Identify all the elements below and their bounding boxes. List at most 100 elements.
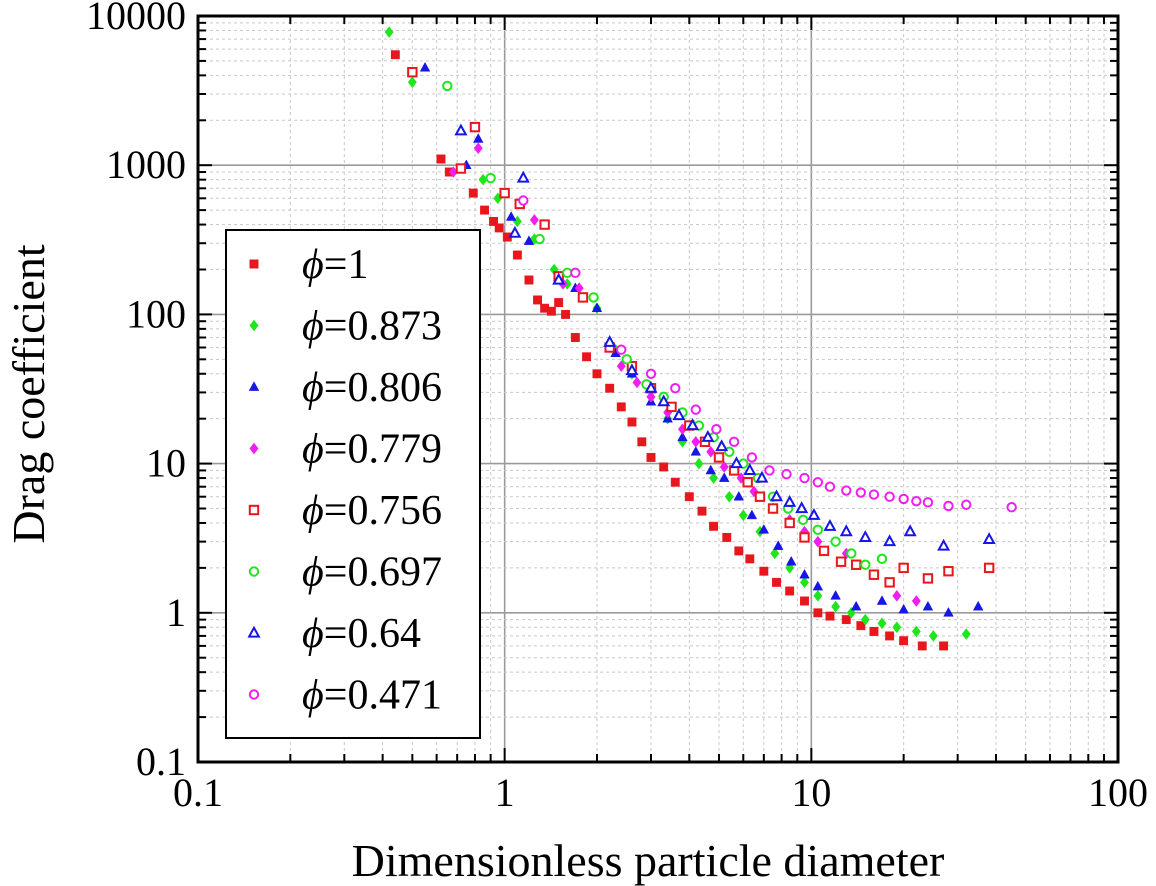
data-point — [812, 477, 824, 488]
data-point — [442, 80, 453, 92]
data-point — [729, 456, 743, 469]
data-point — [690, 446, 702, 456]
data-point — [800, 596, 809, 606]
data-point — [670, 477, 680, 487]
data-point — [841, 615, 851, 625]
data-point — [706, 445, 716, 458]
data-point — [903, 524, 917, 537]
legend-marker — [247, 625, 261, 638]
data-point — [898, 603, 909, 614]
legend-label: ϕ=0.779 — [302, 427, 442, 473]
data-point — [841, 485, 852, 496]
data-point — [770, 489, 784, 502]
data-point — [529, 214, 539, 226]
data-point — [480, 205, 490, 215]
data-point — [898, 562, 909, 574]
data-point — [770, 547, 780, 560]
legend-marker — [248, 566, 260, 577]
data-points — [384, 26, 1017, 651]
series-7 — [518, 195, 1017, 513]
x-tick-label: 1 — [495, 770, 515, 815]
data-point — [876, 595, 888, 605]
data-point — [799, 532, 810, 543]
data-point — [856, 621, 866, 631]
data-point — [823, 518, 837, 531]
legend-value: 1 — [347, 242, 368, 288]
data-point — [625, 363, 639, 376]
y-tick-label: 10000 — [86, 0, 186, 38]
data-point — [738, 509, 748, 522]
data-point — [917, 641, 927, 651]
data-point — [684, 492, 694, 502]
legend-label: ϕ=1 — [302, 242, 368, 288]
data-point — [709, 521, 719, 531]
data-point — [943, 566, 954, 577]
legend-value: 0.806 — [347, 365, 442, 411]
data-point — [554, 298, 564, 308]
data-point — [644, 380, 658, 393]
data-point — [839, 524, 853, 537]
data-point — [922, 600, 934, 611]
data-point — [518, 195, 529, 206]
data-point — [742, 477, 753, 488]
data-point — [384, 26, 394, 38]
data-point — [713, 452, 725, 463]
plot-frame — [196, 14, 1120, 764]
data-point — [645, 368, 657, 379]
data-point — [588, 292, 599, 303]
data-point — [818, 545, 830, 557]
data-point — [743, 463, 757, 475]
data-point — [825, 611, 835, 621]
data-point — [983, 562, 995, 574]
data-point — [686, 418, 700, 431]
data-point — [754, 491, 766, 502]
series-6 — [454, 123, 996, 551]
data-point — [781, 468, 792, 480]
data-point — [813, 535, 823, 548]
legend: ϕ=1 ϕ=0.873 ϕ=0.806 ϕ=0.779 ϕ=0.756 ϕ=0.697 ϕ=… — [225, 229, 481, 739]
legend-value: 0.756 — [347, 488, 442, 534]
legend-marker — [248, 504, 260, 516]
data-point — [582, 352, 592, 362]
data-point — [690, 404, 701, 415]
data-point — [785, 586, 795, 596]
data-point — [784, 517, 795, 529]
data-point — [813, 608, 823, 618]
data-point — [830, 590, 841, 600]
data-point — [677, 431, 688, 442]
data-point — [524, 275, 534, 285]
legend-marker — [249, 442, 259, 455]
data-point — [666, 401, 677, 413]
data-point — [691, 435, 701, 448]
data-point — [646, 452, 656, 462]
data-point — [485, 172, 496, 184]
data-point — [812, 524, 824, 535]
data-point — [1006, 502, 1017, 513]
data-point — [603, 334, 617, 347]
series-3 — [448, 142, 921, 607]
data-point — [637, 437, 647, 447]
data-point — [928, 630, 938, 642]
data-point — [494, 223, 504, 233]
data-point — [746, 452, 758, 463]
data-point — [407, 67, 418, 78]
data-point — [961, 628, 971, 640]
data-point — [711, 424, 722, 435]
data-point — [577, 292, 589, 303]
legend-label: ϕ=0.471 — [302, 673, 442, 719]
legend-marker — [248, 381, 260, 391]
data-point — [489, 216, 499, 226]
legend-marker — [248, 689, 260, 700]
data-point — [533, 295, 542, 305]
legend-label: ϕ=0.697 — [302, 550, 442, 596]
data-point — [892, 621, 902, 634]
data-point — [892, 589, 902, 602]
data-point — [672, 408, 686, 421]
data-point — [534, 233, 545, 245]
legend-marker — [249, 319, 259, 332]
data-point — [911, 625, 921, 638]
data-point — [759, 566, 769, 576]
data-point — [733, 490, 745, 501]
legend-value: 0.64 — [347, 611, 421, 657]
